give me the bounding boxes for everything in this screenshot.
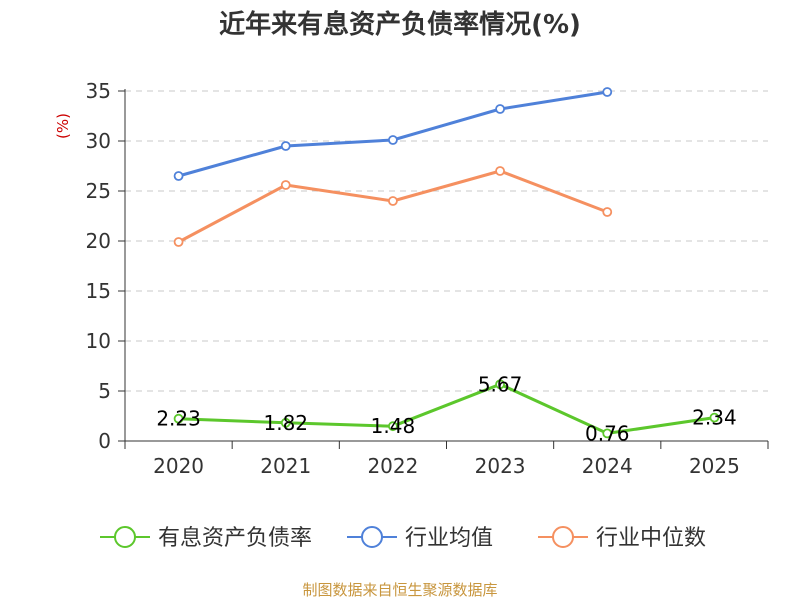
y-tick-label: 20 <box>86 229 111 253</box>
x-tick-label: 2025 <box>689 454 740 478</box>
y-tick-label: 10 <box>86 329 111 353</box>
legend-marker <box>361 526 383 548</box>
chart-title: 近年来有息资产负债率情况(%) <box>219 9 581 40</box>
legend: 有息资产负债率 行业均值 行业中位数 <box>100 526 706 551</box>
legend-item: 行业均值 <box>347 526 493 551</box>
legend-label: 有息资产负债率 <box>158 526 312 551</box>
data-point <box>280 141 291 151</box>
data-label: 1.48 <box>371 414 416 438</box>
data-point <box>388 421 398 432</box>
series-line <box>177 169 608 244</box>
source-note: 制图数据来自恒生聚源数据库 <box>302 581 497 599</box>
series-line <box>178 90 608 178</box>
y-axis-unit-label: (%) <box>54 113 72 139</box>
data-label: 1.82 <box>263 411 308 435</box>
data-label: 2.34 <box>692 406 737 430</box>
series-layer: 2.23 1.82 1.48 5.67 0.76 2.34 <box>156 87 737 445</box>
y-tick-label: 15 <box>86 279 111 303</box>
series-2 <box>173 87 613 181</box>
y-tick-label: 5 <box>98 379 111 403</box>
data-point <box>280 180 291 190</box>
legend-item: 有息资产负债率 <box>100 526 312 551</box>
data-point <box>495 379 505 390</box>
grid-lines <box>125 90 768 392</box>
legend-label: 行业中位数 <box>596 526 706 551</box>
data-point <box>280 417 291 428</box>
data-point <box>388 196 398 206</box>
legend-marker <box>552 526 574 548</box>
series-line <box>178 382 715 435</box>
legend-item: 行业中位数 <box>538 526 706 551</box>
data-label: 2.23 <box>156 407 201 431</box>
data-point <box>709 412 720 423</box>
series-1: 2.23 1.82 1.48 5.67 0.76 2.34 <box>156 372 736 445</box>
data-point <box>388 135 398 145</box>
data-point <box>173 413 184 424</box>
x-tick-label: 2021 <box>260 454 311 478</box>
data-point <box>495 104 505 114</box>
data-point <box>173 237 184 247</box>
legend-marker <box>114 526 136 548</box>
data-label: 5.67 <box>478 372 523 396</box>
data-label: 0.76 <box>585 421 630 445</box>
y-tick-label: 35 <box>86 79 111 103</box>
data-point <box>602 428 613 439</box>
series-3 <box>173 166 613 247</box>
x-tick-label: 2020 <box>153 454 204 478</box>
y-tick-label: 25 <box>86 179 111 203</box>
data-point <box>495 166 505 176</box>
data-point <box>602 87 613 97</box>
y-axis: 0 5 10 15 20 25 30 35 <box>86 79 126 453</box>
data-point <box>173 171 184 181</box>
legend-label: 行业均值 <box>405 526 493 551</box>
x-tick-label: 2022 <box>367 454 418 478</box>
data-point <box>602 207 613 217</box>
y-tick-label: 30 <box>86 129 111 153</box>
x-tick-label: 2024 <box>582 454 633 478</box>
y-tick-label: 0 <box>98 429 111 453</box>
x-axis: 2020 2021 2022 2023 2024 2025 <box>124 440 769 478</box>
x-tick-label: 2023 <box>475 454 526 478</box>
